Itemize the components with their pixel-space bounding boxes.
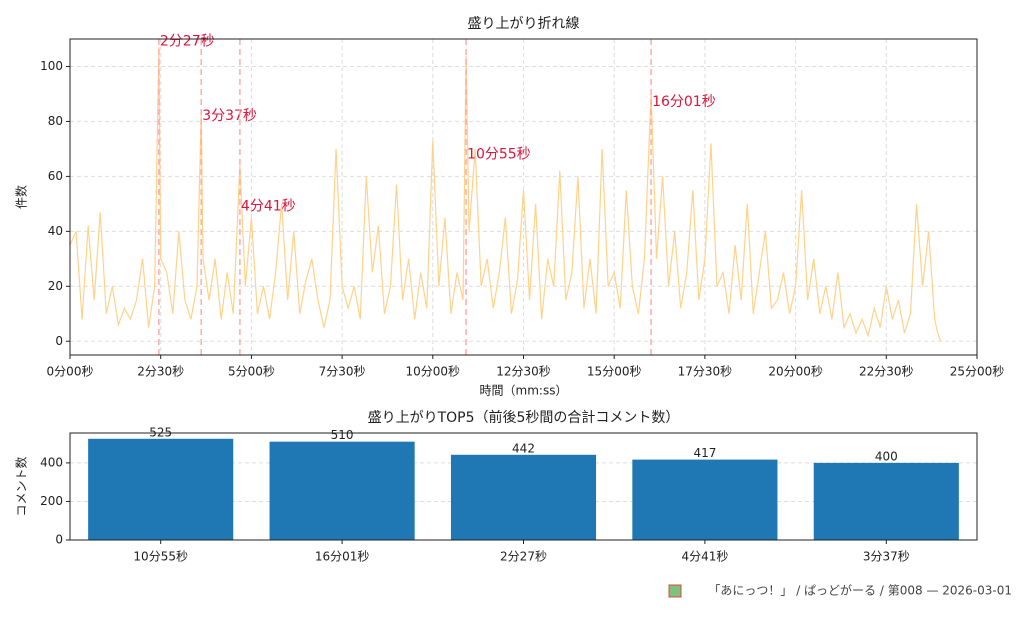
y-axis-label: 件数 [14,185,29,209]
footer: 「あにっつ！」 / ぱっどがーる / 第008 — 2026-03-01 [708,583,1012,598]
x-tick-label: 15分00秒 [587,365,642,379]
y-tick-label: 60 [48,169,63,183]
x-tick-label: 4分41秒 [681,550,728,564]
bar [813,462,959,540]
y-tick-label: 0 [55,533,63,547]
annotation: 4分41秒 [241,199,296,215]
x-tick-label: 2分27秒 [500,550,547,564]
y-tick-label: 0 [55,334,63,348]
x-tick-label: 20分00秒 [768,365,823,379]
bar [269,441,415,540]
x-tick-label: 12分30秒 [496,365,551,379]
y-axis-label: コメント数 [14,456,29,516]
x-tick-label: 25分00秒 [950,365,1005,379]
value-label: 400 [875,449,898,463]
value-label: 442 [512,441,535,455]
x-tick-label: 10分55秒 [133,550,188,564]
line [69,47,942,342]
value-label: 417 [693,446,716,460]
y-tick-label: 200 [40,494,63,508]
x-tick-label: 17分30秒 [678,365,733,379]
y-tick-label: 40 [48,224,63,238]
bar [450,454,597,540]
x-tick-label: 22分30秒 [859,365,914,379]
bar [632,459,778,540]
chart-title: 盛り上がり折れ線 [468,16,580,32]
y-tick-label: 400 [40,455,63,469]
annotation: 2分27秒 [160,34,215,50]
x-tick-label: 5分00秒 [228,365,275,379]
x-tick-label: 2分30秒 [137,365,184,379]
chart-title: 盛り上がりTOP5（前後5秒間の合計コメント数） [368,409,680,426]
annotation: 16分01秒 [652,94,716,110]
value-label: 510 [331,428,354,442]
x-tick-label: 3分37秒 [863,550,910,564]
annotation: 3分37秒 [202,108,257,124]
plot-frame [69,432,978,541]
x-axis-label: 時間（mm:ss） [480,384,568,398]
y-tick-label: 20 [48,279,63,293]
footer-icon [668,584,682,598]
x-tick-label: 10分00秒 [406,365,461,379]
bar [88,438,234,540]
x-tick-label: 16分01秒 [315,550,370,564]
y-tick-label: 80 [48,114,63,128]
annotation: 10分55秒 [467,146,531,162]
y-tick-label: 100 [40,59,63,73]
x-tick-label: 0分00秒 [47,365,94,379]
plot-frame [69,38,978,356]
value-label: 525 [149,425,172,439]
x-tick-label: 7分30秒 [319,365,366,379]
